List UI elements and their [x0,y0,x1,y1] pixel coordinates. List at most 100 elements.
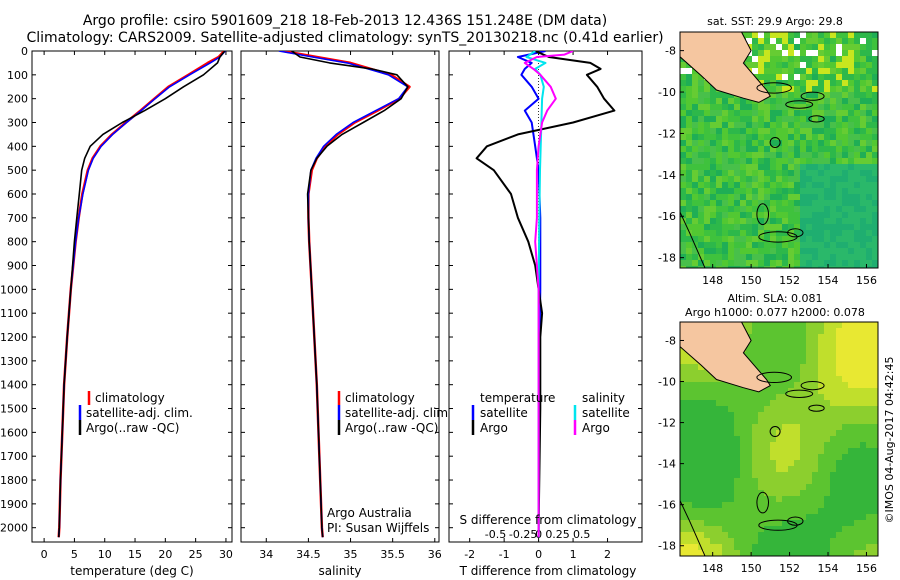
map-cell [752,140,758,146]
map-cell [776,122,782,128]
map-cell [782,80,788,86]
map-cell [764,394,770,400]
salinity-annotation-line2: PI: Susan Wijffels [327,521,429,535]
map-cell [722,412,728,418]
map-cell [758,406,764,412]
map-cell [830,496,836,502]
map-cell [818,260,824,266]
map-cell [770,116,776,122]
map-cell [848,496,854,502]
map-cell [686,550,692,556]
map-cell [842,194,848,200]
lat-tick-label: -18 [658,540,676,553]
map-cell [746,514,752,520]
map-cell [698,200,704,206]
map-cell [872,170,878,176]
map-cell [752,478,758,484]
depth-tick-label: 1200 [0,331,28,344]
map-cell [776,182,782,188]
map-cell [776,98,782,104]
map-cell [728,152,734,158]
map-cell [692,104,698,110]
map-cell [686,460,692,466]
map-cell [794,80,800,86]
map-cell [788,358,794,364]
map-cell [848,442,854,448]
map-cell [692,550,698,556]
map-cell [740,140,746,146]
map-cell [848,424,854,430]
map-cell [740,436,746,442]
map-cell [770,436,776,442]
lon-tick-label: 154 [818,562,839,575]
map-cell [752,472,758,478]
map-cell [764,442,770,448]
map-cell [806,358,812,364]
map-cell [830,242,836,248]
map-cell [758,358,764,364]
map-cell [764,502,770,508]
map-cell [746,170,752,176]
map-cell [842,484,848,490]
map-cell [830,484,836,490]
map-cell [794,412,800,418]
map-cell [812,538,818,544]
map-cell [806,242,812,248]
map-cell [818,92,824,98]
map-cell [728,484,734,490]
map-cell [764,248,770,254]
map-cell [746,508,752,514]
map-cell [800,104,806,110]
map-cell [842,364,848,370]
map-cell [872,466,878,472]
map-cell [686,382,692,388]
map-cell [854,406,860,412]
map-cell [818,424,824,430]
map-cell [824,532,830,538]
map-cell [704,176,710,182]
map-cell [842,526,848,532]
map-cell [704,430,710,436]
land-queensland-coast [680,211,706,268]
map-cell [686,116,692,122]
map-cell [866,334,872,340]
map-cell [692,502,698,508]
map-cell [746,116,752,122]
map-cell [818,418,824,424]
map-cell [866,496,872,502]
map-cell [836,110,842,116]
map-cell [830,158,836,164]
map-cell [788,44,794,50]
map-cell [740,242,746,248]
map-cell [812,424,818,430]
map-cell [830,442,836,448]
map-cell [854,412,860,418]
map-cell [782,400,788,406]
map-cell [746,394,752,400]
map-cell [824,358,830,364]
map-cell [788,460,794,466]
map-cell [776,472,782,478]
map-cell [872,388,878,394]
map-cell [860,50,866,56]
map-cell [842,412,848,418]
map-cell [848,92,854,98]
map-cell [728,98,734,104]
map-cell [728,388,734,394]
map-cell [830,80,836,86]
map-cell [770,254,776,260]
map-cell [830,544,836,550]
lon-tick-label: 150 [741,274,762,287]
map-cell [722,430,728,436]
map-cell [866,32,872,38]
map-cell [866,358,872,364]
map-cell [782,152,788,158]
map-cell [872,92,878,98]
map-cell [770,44,776,50]
map-cell [746,502,752,508]
map-cell [680,406,686,412]
map-cell [824,418,830,424]
map-cell [680,490,686,496]
map-cell [734,158,740,164]
map-cell [794,382,800,388]
